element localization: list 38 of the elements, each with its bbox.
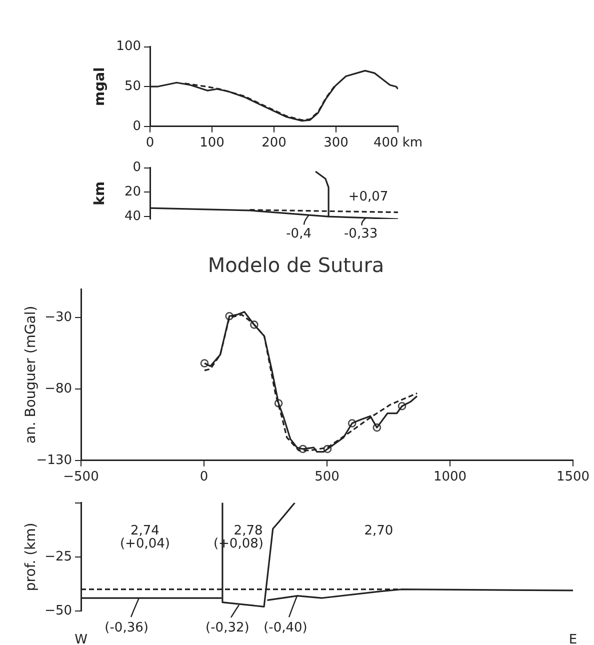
chart-title: Modelo de Sutura — [208, 253, 384, 278]
annotation: 2,70 — [364, 523, 394, 538]
x-tick-label: 0 — [146, 136, 154, 151]
text: -0,4 — [286, 226, 312, 242]
y-tick-label: 20 — [124, 184, 141, 200]
y-axis-title: prof. (km) — [23, 522, 40, 592]
text: W — [74, 632, 88, 645]
y-axis-title: km — [92, 181, 108, 206]
y-tick-label: 100 — [116, 39, 141, 54]
annotation: +0,07 — [348, 189, 388, 204]
x-tick-label: −500 — [63, 470, 99, 485]
y-tick-label: −130 — [36, 452, 72, 468]
text: -0,33 — [344, 226, 378, 242]
x-tick-label: 1000 — [433, 470, 467, 485]
annotation: (-0,32) — [206, 620, 250, 636]
y-axis-title: mgal — [92, 67, 108, 106]
y-tick-label: −25 — [44, 549, 72, 564]
y-axis-title: an. Bouguer (mGal) — [23, 306, 40, 444]
y-tick-label: 40 — [124, 208, 141, 224]
annotation: 2,78 — [234, 523, 263, 538]
x-tick-label: 1500 — [556, 470, 590, 485]
x-tick-label: 0 — [200, 470, 208, 485]
y-tick-label: −30 — [44, 310, 72, 325]
y-tick-label: 0 — [132, 118, 141, 134]
x-tick-label: 300 — [324, 136, 348, 151]
y-tick-label: −50 — [44, 603, 72, 618]
annotation: (-0,36) — [104, 620, 148, 636]
annotation: (-0,40) — [264, 620, 308, 636]
y-tick-label: 50 — [124, 78, 141, 94]
text: E — [568, 632, 578, 645]
y-tick-label: −80 — [44, 381, 72, 396]
annotation: (+0,04) — [120, 536, 170, 552]
x-tick-label: 500 — [314, 470, 340, 485]
y-tick-label: 0 — [132, 160, 141, 176]
x-tick-label: 400 km — [373, 136, 423, 151]
x-tick-label: 200 — [262, 136, 286, 151]
x-tick-label: 100 — [200, 136, 224, 151]
annotation: 2,74 — [130, 523, 160, 538]
